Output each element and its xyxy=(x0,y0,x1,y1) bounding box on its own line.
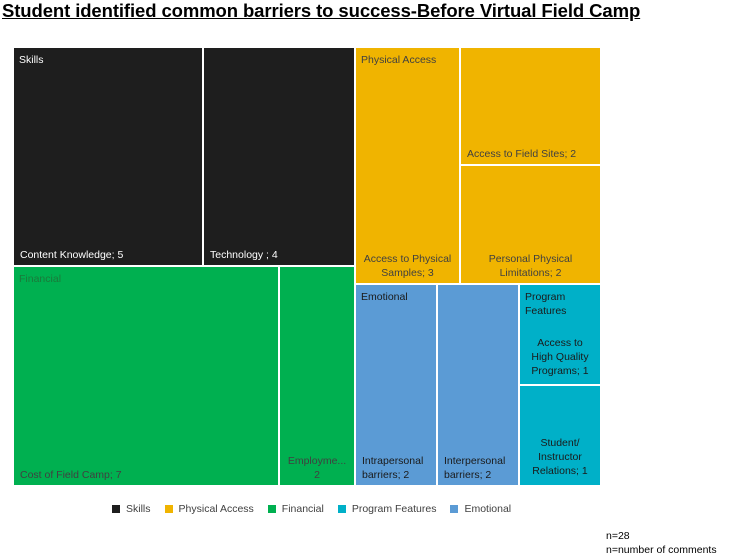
treemap-cell-technology xyxy=(204,48,354,265)
treemap-cell-employment xyxy=(280,267,354,485)
legend-swatch-skills xyxy=(112,505,120,513)
treemap-cell-cost-of-field-camp xyxy=(14,267,278,485)
group-label-emotional: Emotional xyxy=(361,291,408,303)
data-label-student-instructor-relations: Student/Instructor Relations; 1 xyxy=(532,437,588,477)
legend-swatch-program-features xyxy=(338,505,346,513)
treemap-cell-access-to-field-sites xyxy=(461,48,600,164)
legend-item-emotional: Emotional xyxy=(450,503,511,515)
treemap-cell-personal-physical-limitations xyxy=(461,166,600,283)
legend-label-emotional: Emotional xyxy=(464,503,511,515)
data-label-access-to-field-sites: Access to Field Sites; 2 xyxy=(467,148,576,160)
group-label-physical-access: Physical Access xyxy=(361,54,436,66)
data-label-cost-of-field-camp: Cost of Field Camp; 7 xyxy=(20,469,122,481)
legend-item-program-features: Program Features xyxy=(338,503,437,515)
sample-size-definition: n=number of comments xyxy=(606,544,717,556)
legend-label-financial: Financial xyxy=(282,503,324,515)
legend-swatch-physical-access xyxy=(165,505,173,513)
data-label-access-to-high-quality-programs: Access to High Quality Programs; 1 xyxy=(531,337,589,377)
legend-label-program-features: Program Features xyxy=(352,503,437,515)
legend-item-physical-access: Physical Access xyxy=(165,503,254,515)
legend-label-skills: Skills xyxy=(126,503,151,515)
sample-size-note: n=28 xyxy=(606,530,630,542)
group-label-skills: Skills xyxy=(19,54,44,66)
legend-swatch-emotional xyxy=(450,505,458,513)
legend-item-skills: Skills xyxy=(112,503,151,515)
group-label-financial: Financial xyxy=(19,273,61,285)
legend-label-physical-access: Physical Access xyxy=(179,503,254,515)
legend: Skills Physical Access Financial Program… xyxy=(112,503,511,515)
legend-item-financial: Financial xyxy=(268,503,324,515)
treemap-cell-content-knowledge xyxy=(14,48,202,265)
treemap-chart: Content Knowledge; 5 Technology ; 4 Skills… xyxy=(0,0,752,500)
data-label-content-knowledge: Content Knowledge; 5 xyxy=(20,249,123,261)
treemap-cell-access-to-physical-samples xyxy=(356,48,459,283)
legend-swatch-financial xyxy=(268,505,276,513)
data-label-technology: Technology ; 4 xyxy=(210,249,278,261)
